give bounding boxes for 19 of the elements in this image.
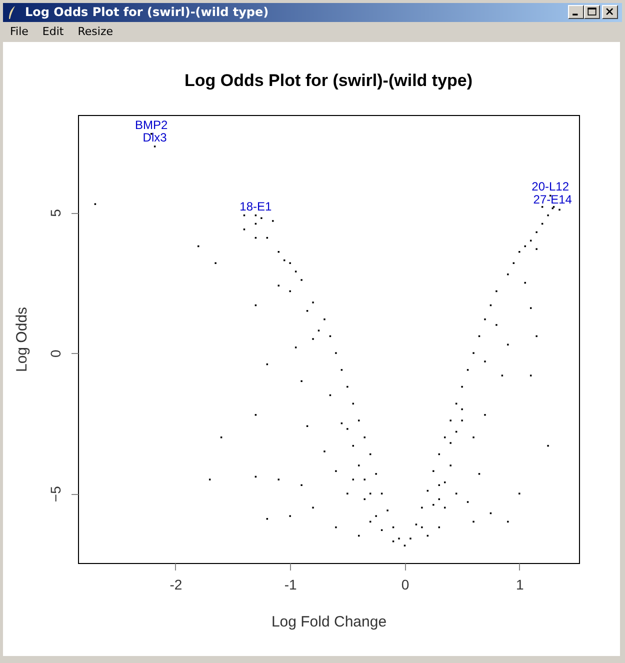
y-tick-label: 0: [48, 349, 64, 358]
y-axis-title: Log Odds: [14, 306, 30, 372]
annotation: Dlx3: [142, 130, 168, 144]
annotation: 27-E14: [533, 192, 572, 206]
x-tick-label: 1: [516, 576, 524, 592]
x-tick-label: -2: [170, 576, 182, 592]
x-tick-label: -1: [284, 576, 298, 592]
y-tick-label: −5: [48, 486, 64, 502]
text: File: [10, 25, 28, 38]
annotation: BMP2: [135, 118, 168, 132]
text: Edit: [42, 25, 64, 38]
annotation: 20-L12: [532, 180, 570, 194]
annotation: 18-E1: [240, 199, 272, 214]
x-tick-label: 0: [401, 576, 410, 592]
chart-title: Log Odds Plot for (swirl)-(wild type): [25, 5, 269, 19]
text: Resize: [78, 25, 113, 38]
y-tick-label: 5: [48, 208, 64, 217]
x-axis-title: Log Fold Change: [271, 614, 387, 630]
chart-title: Log Odds Plot for (swirl)-(wild type): [184, 71, 473, 90]
